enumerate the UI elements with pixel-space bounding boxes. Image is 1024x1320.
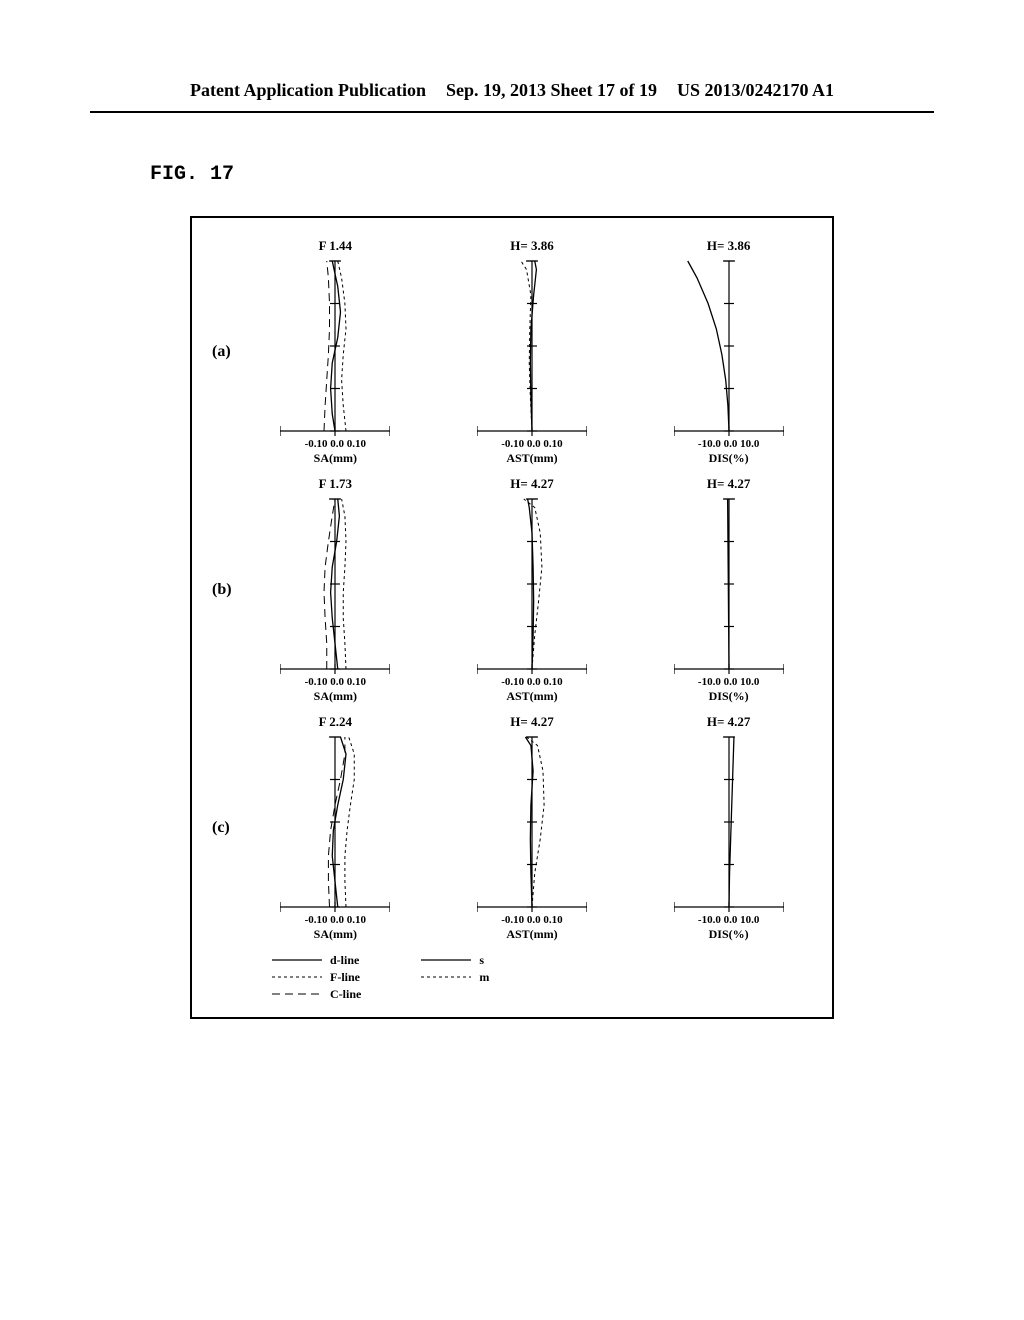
chart-title: H= 3.86 [707, 238, 751, 254]
chart-ast: H= 3.86 -0.10 0.0 0.10AST(mm) [477, 238, 587, 466]
legend-entry: C-line [272, 986, 361, 1003]
aberration-chart [477, 494, 587, 674]
chart-ast: H= 4.27 -0.10 0.0 0.10AST(mm) [477, 476, 587, 704]
chart-title: F 1.73 [319, 476, 352, 492]
figure-box: (a)F 1.44-0.10 0.0 0.10SA(mm)H= 3.86-0.1… [190, 216, 834, 1019]
figure-label: FIG. 17 [150, 163, 1024, 186]
x-tick-labels: -0.10 0.0 0.10 [305, 914, 366, 926]
aberration-chart [280, 494, 390, 674]
chart-dis: H= 4.27 -10.0 0.0 10.0DIS(%) [674, 714, 784, 942]
chart-title: H= 4.27 [707, 476, 751, 492]
chart-title: F 2.24 [319, 714, 352, 730]
x-tick-labels: -0.10 0.0 0.10 [305, 438, 366, 450]
header-center: Sep. 19, 2013 Sheet 17 of 19 [446, 80, 657, 101]
legend-entry: F-line [272, 969, 361, 986]
legend-ast: sm [421, 952, 489, 1002]
chart-title: H= 4.27 [510, 714, 554, 730]
chart-triple: F 2.24-0.10 0.0 0.10SA(mm)H= 4.27-0.10 0… [252, 714, 812, 942]
legend-entry: d-line [272, 952, 361, 969]
row-label: (b) [212, 581, 252, 599]
aberration-chart [280, 732, 390, 912]
legend-entry: s [421, 952, 489, 969]
header-left: Patent Application Publication [190, 80, 426, 101]
chart-sa: F 1.73 -0.10 0.0 0.10SA(mm) [280, 476, 390, 704]
chart-title: H= 3.86 [510, 238, 554, 254]
aberration-chart [674, 256, 784, 436]
x-tick-labels: -0.10 0.0 0.10 [305, 676, 366, 688]
series-F_line [342, 499, 346, 669]
x-tick-labels: -10.0 0.0 10.0 [698, 438, 759, 450]
series-dis_line [687, 261, 728, 431]
aberration-chart [477, 256, 587, 436]
aberration-chart [280, 256, 390, 436]
row-label: (c) [212, 819, 252, 837]
legend-label: m [479, 969, 489, 986]
x-axis-label: SA(mm) [314, 689, 357, 704]
legend-label: d-line [330, 952, 359, 969]
chart-title: H= 4.27 [510, 476, 554, 492]
chart-dis: H= 4.27 -10.0 0.0 10.0DIS(%) [674, 476, 784, 704]
row-label: (a) [212, 343, 252, 361]
legend-sa: d-lineF-lineC-line [272, 952, 361, 1002]
x-axis-label: AST(mm) [506, 689, 557, 704]
chart-ast: H= 4.27 -0.10 0.0 0.10AST(mm) [477, 714, 587, 942]
series-C_line [324, 261, 330, 431]
x-tick-labels: -0.10 0.0 0.10 [501, 676, 562, 688]
x-tick-labels: -10.0 0.0 10.0 [698, 676, 759, 688]
legend-label: s [479, 952, 484, 969]
chart-row: (c)F 2.24-0.10 0.0 0.10SA(mm)H= 4.27-0.1… [212, 714, 812, 942]
chart-rows: (a)F 1.44-0.10 0.0 0.10SA(mm)H= 3.86-0.1… [212, 238, 812, 942]
x-axis-label: DIS(%) [709, 689, 749, 704]
legend-entry: m [421, 969, 489, 986]
page-header: Patent Application Publication Sep. 19, … [90, 0, 934, 113]
chart-triple: F 1.73-0.10 0.0 0.10SA(mm)H= 4.27-0.10 0… [252, 476, 812, 704]
chart-sa: F 2.24 -0.10 0.0 0.10SA(mm) [280, 714, 390, 942]
header-right: US 2013/0242170 A1 [677, 80, 834, 101]
x-tick-labels: -0.10 0.0 0.10 [501, 914, 562, 926]
chart-title: H= 4.27 [707, 714, 751, 730]
x-axis-label: AST(mm) [506, 927, 557, 942]
aberration-chart [674, 494, 784, 674]
legend-label: F-line [330, 969, 360, 986]
x-axis-label: SA(mm) [314, 927, 357, 942]
x-tick-labels: -0.10 0.0 0.10 [501, 438, 562, 450]
aberration-chart [477, 732, 587, 912]
x-axis-label: AST(mm) [506, 451, 557, 466]
chart-sa: F 1.44 -0.10 0.0 0.10SA(mm) [280, 238, 390, 466]
legend-label: C-line [330, 986, 361, 1003]
series-F_line [345, 737, 354, 907]
chart-row: (a)F 1.44-0.10 0.0 0.10SA(mm)H= 3.86-0.1… [212, 238, 812, 466]
x-tick-labels: -10.0 0.0 10.0 [698, 914, 759, 926]
chart-row: (b)F 1.73-0.10 0.0 0.10SA(mm)H= 4.27-0.1… [212, 476, 812, 704]
x-axis-label: DIS(%) [709, 451, 749, 466]
chart-title: F 1.44 [319, 238, 352, 254]
chart-dis: H= 3.86 -10.0 0.0 10.0DIS(%) [674, 238, 784, 466]
x-axis-label: SA(mm) [314, 451, 357, 466]
legends: d-lineF-lineC-line sm [212, 952, 812, 1002]
aberration-chart [674, 732, 784, 912]
x-axis-label: DIS(%) [709, 927, 749, 942]
chart-triple: F 1.44-0.10 0.0 0.10SA(mm)H= 3.86-0.10 0… [252, 238, 812, 466]
